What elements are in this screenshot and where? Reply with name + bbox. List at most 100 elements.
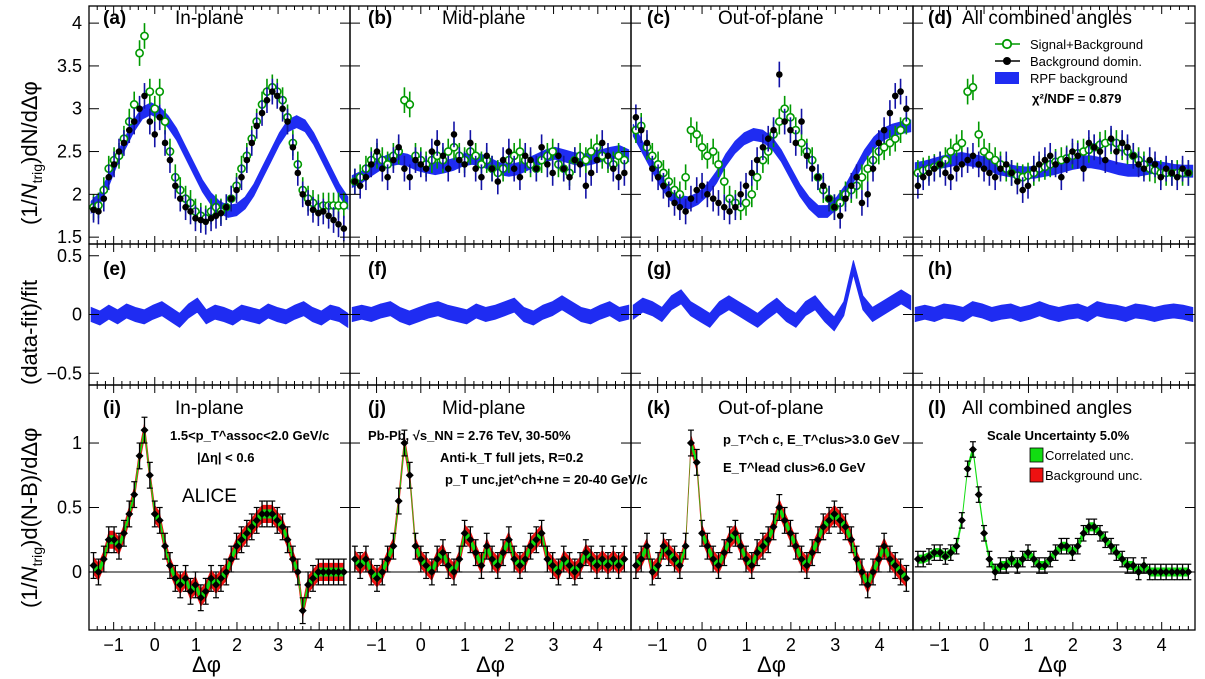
background-point: [864, 191, 872, 198]
nb-point: [1057, 542, 1066, 551]
nb-point: [936, 548, 945, 557]
nb-point: [709, 555, 718, 564]
background-point: [488, 165, 496, 172]
nb-point: [797, 555, 806, 564]
nb-point: [504, 535, 513, 544]
nb-point: [968, 445, 977, 454]
nb-point: [996, 561, 1005, 570]
nb-point: [1118, 555, 1127, 564]
legend-signal-marker: [1001, 38, 1013, 50]
signal-point: [160, 117, 170, 126]
background-point: [527, 156, 534, 164]
panel-frame: [630, 384, 914, 631]
panel-c-letter: (c): [647, 8, 670, 29]
background-point: [248, 139, 256, 147]
background-point: [726, 208, 733, 215]
x-axis-label-col4: Δφ: [1038, 652, 1067, 677]
background-point: [1107, 135, 1115, 142]
nb-point: [775, 503, 784, 512]
jet-definition: Anti-k_T full jets, R=0.2: [440, 450, 583, 465]
nb-point: [232, 542, 241, 551]
residual-band-e: [90, 297, 349, 329]
nb-point: [1173, 567, 1182, 576]
panel-l-title: All combined angles: [962, 398, 1132, 419]
background-point: [732, 203, 739, 211]
nb-point: [847, 535, 856, 544]
background-point: [238, 173, 245, 181]
nb-point: [99, 555, 108, 564]
nb-point: [786, 529, 795, 538]
kinematics-assoc: 1.5<p_T^assoc<2.0 GeV/c: [170, 428, 329, 443]
nb-point: [350, 555, 359, 564]
background-point: [975, 161, 983, 168]
nb-point: [1013, 561, 1022, 570]
background-point: [1024, 182, 1032, 190]
nb-point: [670, 555, 679, 564]
background-point: [737, 191, 744, 198]
nb-point: [592, 561, 601, 570]
background-point: [582, 182, 590, 190]
nb-point: [654, 561, 663, 570]
background-point: [953, 165, 960, 172]
background-point: [367, 161, 375, 168]
nb-point: [532, 535, 541, 544]
nb-point: [1178, 567, 1187, 576]
nb-point: [499, 548, 508, 557]
nb-point: [130, 490, 139, 499]
nb-point: [477, 561, 486, 570]
background-point: [379, 165, 386, 172]
panel-j-title: Mid-plane: [442, 398, 525, 419]
x-tick-label: 0: [416, 635, 426, 655]
nb-point: [186, 587, 195, 596]
frames-layer: 1.5 2 2.5 3 3.5 4 −0.5 0 0.5 0 0.5 1 −1 0 1 2 3 4 −1 0 1 2 3 4 −…: [46, 5, 1196, 655]
band-layer: [89, 102, 1195, 620]
nb-point: [885, 555, 894, 564]
background-point: [533, 165, 540, 172]
background-point: [880, 126, 888, 134]
legend-chi2: χ²/NDF = 0.879: [1032, 91, 1122, 106]
panel-c-title: Out-of-plane: [718, 8, 824, 29]
y-tick-label: 3.5: [57, 56, 82, 76]
background-point: [161, 139, 169, 147]
nb-point: [145, 471, 154, 480]
background-point: [136, 105, 143, 113]
background-point: [472, 165, 479, 172]
signal-point: [957, 138, 967, 148]
background-point: [304, 199, 312, 207]
nb-point: [642, 542, 651, 551]
background-point: [151, 131, 159, 138]
background-point: [869, 165, 877, 172]
background-point: [141, 92, 148, 100]
x-tick-label: 0: [697, 635, 707, 655]
x-axis-label-col2: Δφ: [476, 652, 505, 677]
nb-point: [526, 542, 535, 551]
background-point: [803, 152, 811, 160]
nb-point: [304, 580, 313, 589]
background-point: [1151, 161, 1159, 168]
signal-point: [747, 189, 757, 199]
signal-point: [741, 198, 751, 208]
signal-point: [614, 151, 624, 161]
nb-point: [488, 555, 497, 564]
background-point: [120, 139, 128, 147]
background-point: [654, 173, 662, 181]
background-point: [1162, 165, 1170, 172]
background-point: [1030, 165, 1038, 172]
x-axis-label-col3: Δφ: [757, 652, 786, 677]
background-point: [182, 203, 189, 211]
background-point: [776, 71, 783, 78]
background-point: [1146, 156, 1154, 164]
panel-i-title: In-plane: [175, 398, 244, 419]
nb-point: [1040, 561, 1049, 570]
nb-point: [319, 567, 328, 576]
background-point: [1008, 169, 1015, 177]
nb-point: [1002, 561, 1011, 570]
background-point: [494, 178, 502, 185]
x-tick-label: 2: [504, 635, 514, 655]
nb-point: [896, 567, 905, 576]
background-point: [1035, 161, 1043, 168]
background-point: [587, 169, 595, 177]
nb-point: [1123, 561, 1132, 570]
y-tick-label: 0.5: [57, 246, 82, 266]
